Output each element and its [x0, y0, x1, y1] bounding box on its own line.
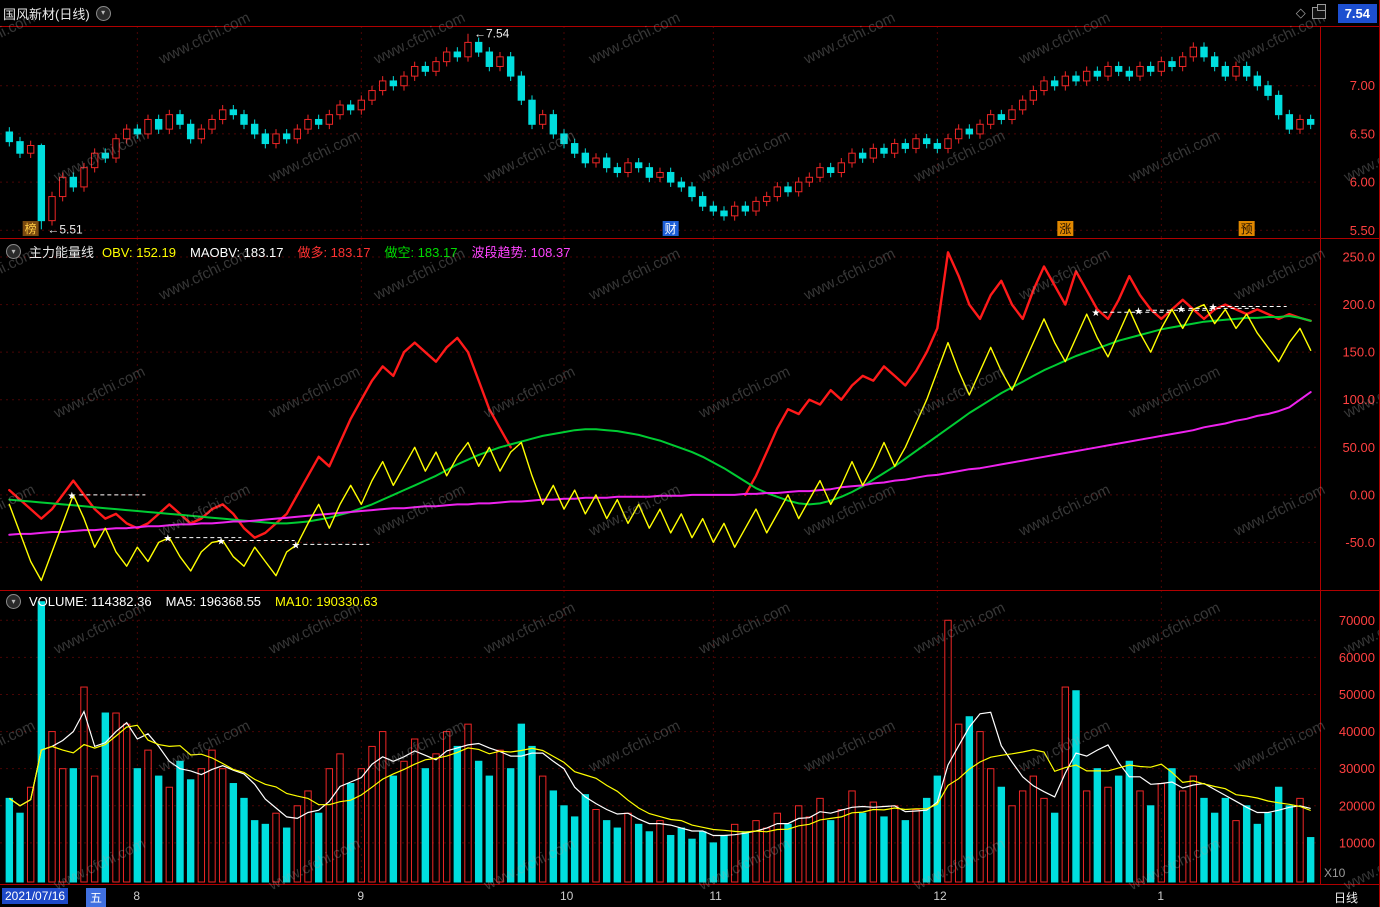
svg-text:50000: 50000: [1339, 687, 1375, 702]
field: 做多: 183.17: [297, 245, 371, 260]
svg-text:榜: 榜: [25, 221, 37, 236]
svg-text:6.00: 6.00: [1350, 175, 1375, 190]
star-marker-icon: ★: [1134, 306, 1143, 317]
star-marker-icon: ★: [1209, 302, 1218, 313]
date-label: 2021/07/16: [2, 888, 69, 904]
month-tick: 9: [357, 889, 365, 903]
price-candle-chart[interactable]: 7.00 6.50 6.00 5.50 ←7.54 ←5.51 榜 财 涨 预: [0, 26, 1380, 238]
last-price-badge: 7.54: [1337, 3, 1377, 23]
page-title: 国风新材(日线): [3, 6, 90, 22]
svg-text:200.0: 200.0: [1342, 297, 1375, 312]
svg-text:60000: 60000: [1339, 650, 1375, 665]
volume-header: ▾ VOLUME: 114382.36 MA5: 196368.55 MA10: 1…: [6, 594, 392, 609]
month-tick: 12: [933, 889, 947, 903]
series-obv: [8, 303, 1312, 582]
field: 波段趋势: 108.37: [471, 245, 571, 260]
star-marker-icon: ★: [67, 491, 76, 502]
series-zuokong: [8, 315, 1312, 525]
indicator-lines-layer: ★ ★ ★ ★ ★ ★ ★ ★: [8, 251, 1312, 582]
star-marker-icon: ★: [1177, 304, 1186, 315]
ma-line-MA10: [8, 724, 1311, 833]
svg-text:财: 财: [665, 222, 677, 236]
star-marker-icon: ★: [1091, 308, 1100, 319]
svg-text:150.0: 150.0: [1342, 345, 1375, 360]
candles-layer: [5, 33, 1315, 230]
svg-text:40000: 40000: [1339, 724, 1375, 739]
svg-text:-50.0: -50.0: [1345, 535, 1375, 550]
svg-text:50.00: 50.00: [1342, 440, 1375, 455]
period-label[interactable]: 日线: [1334, 891, 1359, 905]
indicator-header: ▾ 主力能量线 OBV: 152.19 MAOBV: 183.17 做多: 183.…: [6, 242, 584, 261]
star-marker-icon: ★: [291, 540, 300, 551]
svg-text:250.0: 250.0: [1342, 250, 1375, 265]
svg-text:0.00: 0.00: [1350, 487, 1375, 502]
month-tick: 8: [133, 889, 141, 903]
field: OBV: 152.19: [102, 245, 176, 260]
month-tick: 10: [560, 889, 574, 903]
volume-chart[interactable]: 70000 60000 50000 40000 30000 20000 10000: [0, 590, 1380, 884]
status-bar: 2021/07/16 五 8 9 10 11 12 1 日线: [0, 884, 1380, 907]
indicator-name[interactable]: 主力能量线: [29, 245, 95, 260]
grid-layer: [0, 590, 1320, 884]
month-tick: 11: [709, 889, 722, 903]
series-boduan: [8, 391, 1312, 536]
event-badge: [1238, 221, 1255, 236]
svg-text:涨: 涨: [1059, 221, 1071, 236]
svg-text:70000: 70000: [1339, 613, 1375, 628]
collapse-volume-icon[interactable]: ▾: [6, 594, 21, 609]
title-bar: 国风新材(日线) ▾ ◇ 7.54: [0, 0, 1380, 26]
svg-text:100.0: 100.0: [1342, 392, 1375, 407]
star-marker-icon: ★: [217, 537, 226, 548]
svg-text:10000: 10000: [1339, 835, 1375, 850]
field: MA5: 196368.55: [165, 594, 262, 609]
weekday-label: 五: [86, 888, 107, 907]
chevron-down-icon[interactable]: ▾: [95, 5, 111, 21]
svg-text:6.50: 6.50: [1350, 126, 1375, 141]
month-tick: 1: [1157, 889, 1165, 903]
volume-bars-layer: [5, 601, 1315, 883]
indicator-fields: OBV: 152.19 MAOBV: 183.17 做多: 183.17 做空: 18…: [102, 242, 584, 261]
svg-text:30000: 30000: [1339, 761, 1375, 776]
diamond-icon[interactable]: ◇: [1295, 5, 1306, 20]
collapse-indicator-icon[interactable]: ▾: [6, 244, 21, 259]
svg-text:预: 预: [1241, 222, 1253, 236]
field: MAOBV: 183.17: [189, 245, 284, 260]
event-badge: [662, 221, 679, 236]
high-price-label: ←7.54: [474, 27, 510, 41]
field: MA10: 190330.63: [275, 594, 378, 609]
field: 做空: 183.17: [384, 245, 458, 260]
svg-text:5.50: 5.50: [1350, 223, 1375, 238]
event-badge: [1057, 221, 1074, 236]
window-layout-icon[interactable]: [1311, 4, 1326, 19]
event-badge: [22, 221, 39, 236]
volume-fields: VOLUME: 114382.36 MA5: 196368.55 MA10: 190…: [29, 594, 392, 609]
low-price-label: ←5.51: [47, 222, 83, 236]
field: VOLUME: 114382.36: [29, 594, 152, 609]
svg-text:7.00: 7.00: [1350, 78, 1375, 93]
ma-line-MA5: [8, 709, 1311, 837]
svg-text:20000: 20000: [1339, 798, 1375, 813]
volume-unit-label: X10: [1324, 866, 1346, 880]
star-marker-icon: ★: [163, 534, 172, 545]
